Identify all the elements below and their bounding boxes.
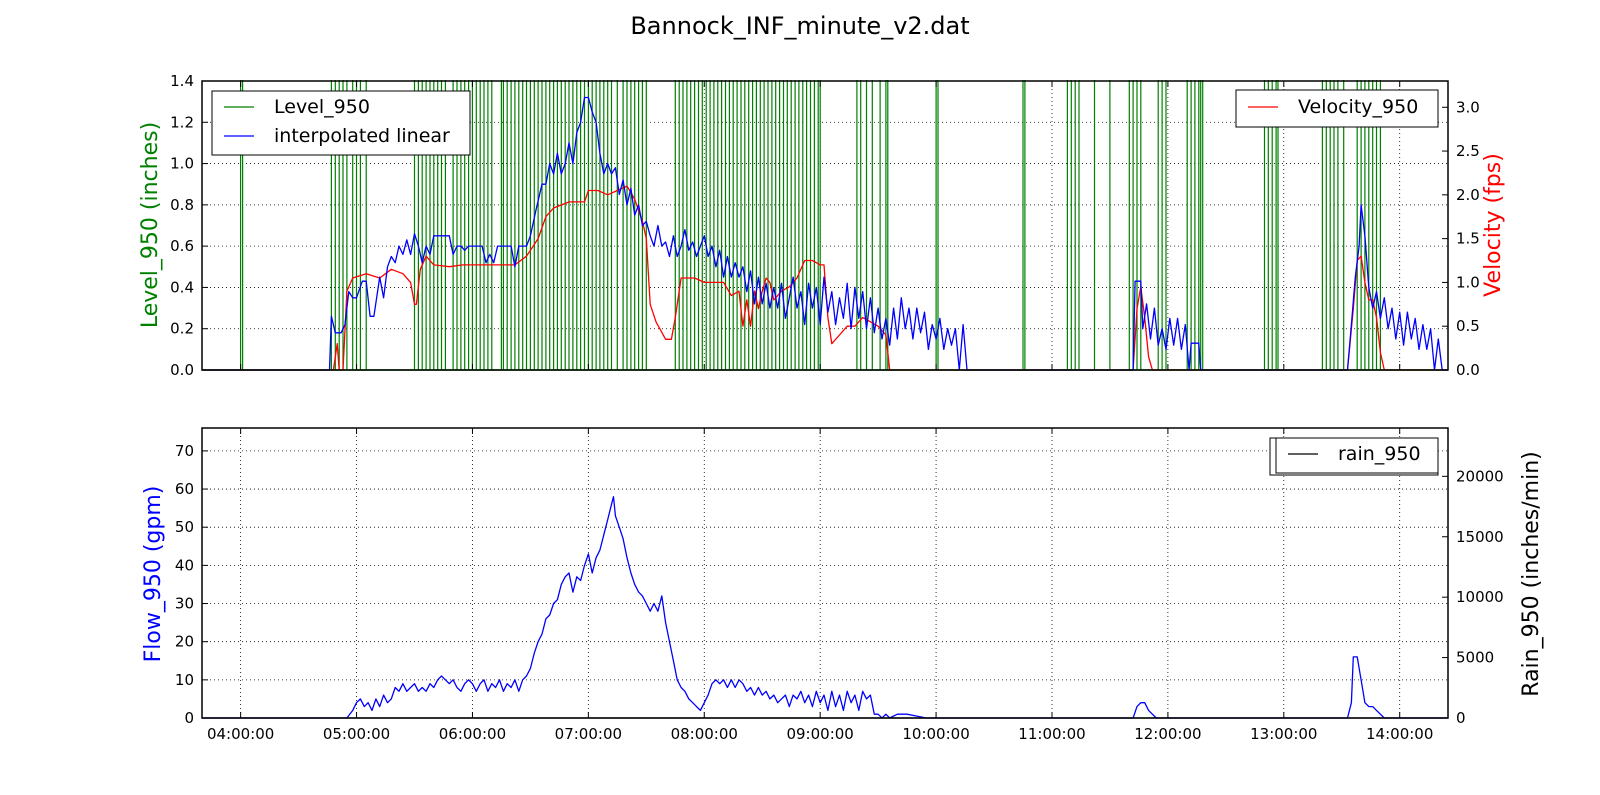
x-tick-label: 09:00:00 bbox=[786, 725, 853, 743]
y-right-tick-label: 2.5 bbox=[1456, 142, 1480, 160]
legend-level-label: Level_950 bbox=[274, 96, 370, 118]
x-tick-label: 07:00:00 bbox=[555, 725, 622, 743]
legend-interp-label: interpolated linear bbox=[274, 125, 450, 147]
x-tick-label: 06:00:00 bbox=[439, 725, 506, 743]
legend-left: Level_950 interpolated linear bbox=[211, 90, 471, 156]
y-tick-label: 60 bbox=[175, 480, 194, 498]
y-right-tick-label: 0.0 bbox=[1456, 361, 1480, 379]
panel-2-frame bbox=[201, 427, 1449, 719]
series-velocity-950 bbox=[202, 185, 1448, 371]
y-right-tick-label: 10000 bbox=[1456, 588, 1504, 606]
x-tick-label: 12:00:00 bbox=[1134, 725, 1201, 743]
y-tick-label: 0.4 bbox=[170, 278, 194, 296]
y-right-tick-label: 2.0 bbox=[1456, 186, 1480, 204]
y-tick-label: 40 bbox=[175, 556, 194, 574]
rain-axis-label: Rain_950 (inches/min) bbox=[1519, 451, 1544, 696]
y-right-tick-label: 1.5 bbox=[1456, 230, 1480, 248]
x-tick-label: 04:00:00 bbox=[207, 725, 274, 743]
velocity-axis-label: Velocity (fps) bbox=[1481, 153, 1506, 297]
x-tick-label: 11:00:00 bbox=[1018, 725, 1085, 743]
y-tick-label: 0.8 bbox=[170, 196, 194, 214]
y-right-tick-label: 20000 bbox=[1456, 467, 1504, 485]
y-tick-label: 70 bbox=[175, 442, 194, 460]
y-right-tick-label: 0.5 bbox=[1456, 317, 1480, 335]
legend-rain-box bbox=[1275, 437, 1439, 474]
chart-title: Bannock_INF_minute_v2.dat bbox=[630, 12, 969, 40]
legend-left-box bbox=[211, 90, 471, 156]
series-flow-950 bbox=[202, 496, 1448, 719]
legend-velocity-box bbox=[1235, 89, 1439, 128]
legend-velocity: Velocity_950 bbox=[1235, 89, 1439, 128]
y-tick-label: 1.0 bbox=[170, 155, 194, 173]
y-tick-label: 20 bbox=[175, 633, 194, 651]
x-tick-label: 10:00:00 bbox=[902, 725, 969, 743]
y-tick-label: 0 bbox=[184, 709, 194, 727]
y-right-tick-label: 1.0 bbox=[1456, 273, 1480, 291]
y-tick-label: 30 bbox=[175, 595, 194, 613]
legend-rain: rain_950 bbox=[1269, 437, 1439, 476]
x-tick-label: 13:00:00 bbox=[1250, 725, 1317, 743]
flow-axis-label: Flow_950 (gpm) bbox=[141, 486, 166, 663]
y-tick-label: 50 bbox=[175, 518, 194, 536]
y-right-tick-label: 3.0 bbox=[1456, 98, 1480, 116]
y-tick-label: 0.6 bbox=[170, 237, 194, 255]
y-tick-label: 1.4 bbox=[170, 72, 194, 90]
series-level-950 bbox=[240, 80, 1381, 370]
x-tick-label: 14:00:00 bbox=[1366, 725, 1433, 743]
level-velocity-panel: 0.0 0.2 0.4 0.6 0.8 1.0 1.2 1.4 0.0 0.5 1.0 1.5 2.0 2… bbox=[138, 72, 1506, 379]
y-tick-label: 0.0 bbox=[170, 361, 194, 379]
panel-1-frame bbox=[201, 80, 1449, 371]
y-right-tick-label: 0 bbox=[1456, 709, 1466, 727]
flow-rain-panel: 0 10 20 30 40 50 60 70 0 5000 10000 15000 20000 04:00… bbox=[141, 427, 1544, 743]
x-tick-label: 08:00:00 bbox=[671, 725, 738, 743]
y-tick-label: 10 bbox=[175, 671, 194, 689]
y-tick-label: 1.2 bbox=[170, 113, 194, 131]
series-interpolated-linear bbox=[202, 96, 1448, 371]
y-right-tick-label: 15000 bbox=[1456, 528, 1504, 546]
x-tick-label: 05:00:00 bbox=[323, 725, 390, 743]
legend-rain-label: rain_950 bbox=[1338, 443, 1421, 465]
legend-velocity-label: Velocity_950 bbox=[1298, 96, 1418, 118]
y-tick-label: 0.2 bbox=[170, 320, 194, 338]
level-axis-label: Level_950 (inches) bbox=[138, 122, 163, 328]
y-right-tick-label: 5000 bbox=[1456, 649, 1494, 667]
